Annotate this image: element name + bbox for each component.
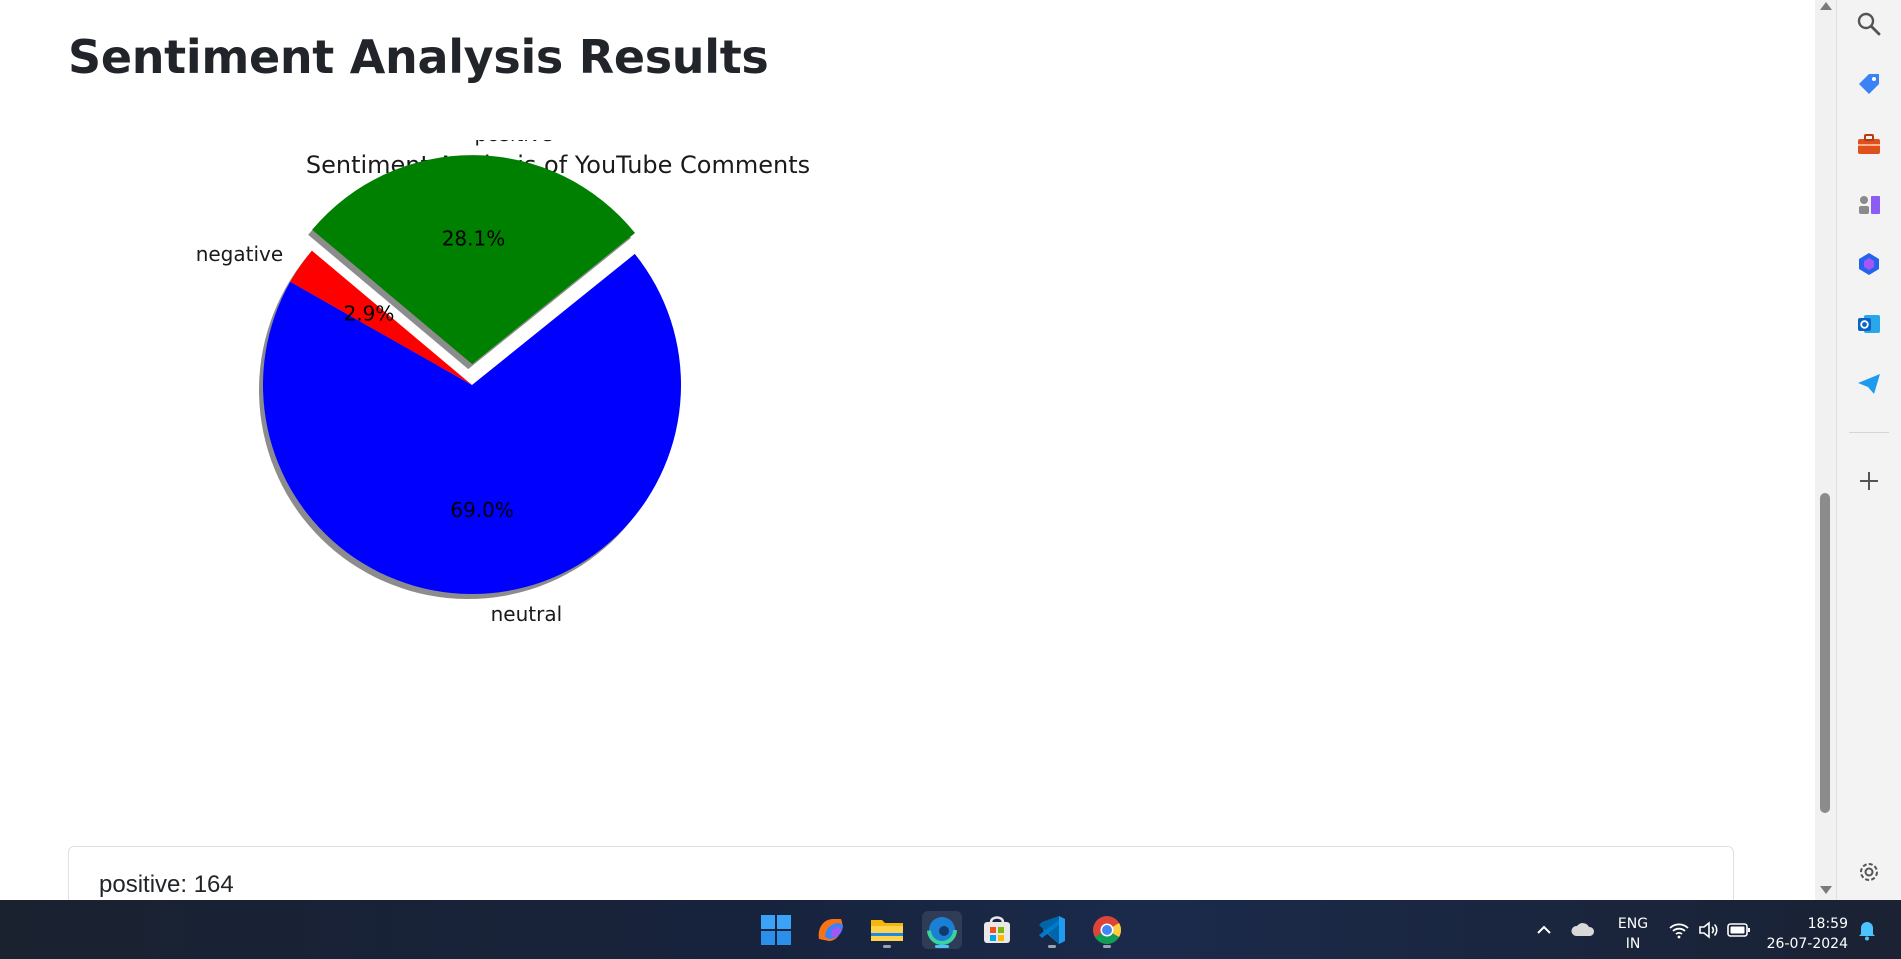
taskbar-edge[interactable] bbox=[922, 911, 962, 949]
add-icon[interactable] bbox=[1855, 467, 1883, 495]
pie-chart-svg: Sentiment Analysis of YouTube Comments n… bbox=[196, 140, 810, 626]
slice-percent-positive: 28.1% bbox=[442, 227, 506, 251]
notification-bell-icon[interactable] bbox=[1857, 919, 1877, 941]
battery-icon[interactable] bbox=[1727, 922, 1751, 938]
scroll-down-arrow-icon[interactable] bbox=[1820, 886, 1832, 894]
edge-logo-icon bbox=[927, 915, 957, 945]
running-indicator bbox=[883, 945, 891, 948]
vertical-scrollbar[interactable] bbox=[1815, 0, 1836, 900]
windows-taskbar bbox=[0, 900, 1901, 959]
copilot-icon[interactable] bbox=[1855, 250, 1883, 278]
region-indicator[interactable]: IN bbox=[1625, 936, 1641, 952]
outlook-icon[interactable] bbox=[1855, 310, 1883, 338]
slice-percent-neutral: 69.0% bbox=[450, 498, 514, 522]
running-indicator bbox=[1103, 945, 1111, 948]
taskbar-microsoft-store[interactable] bbox=[977, 911, 1017, 949]
send-icon[interactable] bbox=[1855, 370, 1883, 398]
positive-count: positive: 164 bbox=[99, 871, 234, 898]
slice-label-neutral: neutral bbox=[491, 602, 563, 626]
chevron-up-icon[interactable] bbox=[1534, 920, 1554, 940]
scrollbar-thumb[interactable] bbox=[1820, 493, 1830, 813]
store-bag-icon bbox=[984, 916, 1010, 943]
clock-time[interactable]: 18:59 bbox=[1807, 916, 1848, 932]
taskbar-chrome[interactable] bbox=[1087, 911, 1127, 949]
folder-icon bbox=[871, 920, 903, 941]
copilot-logo-icon bbox=[818, 919, 843, 941]
wifi-icon[interactable] bbox=[1668, 921, 1690, 939]
windows-logo-icon bbox=[761, 915, 791, 945]
pie-slice-negative bbox=[290, 250, 472, 385]
browser-sidebar bbox=[1836, 0, 1901, 900]
active-indicator bbox=[935, 945, 949, 948]
pie-slice-neutral bbox=[263, 253, 681, 594]
pie-slice-positive bbox=[312, 155, 636, 365]
slice-label-negative: negative bbox=[196, 242, 283, 266]
taskbar-file-explorer[interactable] bbox=[867, 911, 907, 949]
sidebar-divider bbox=[1849, 432, 1889, 433]
vscode-logo-icon bbox=[1039, 916, 1065, 944]
pie-slices: negative 2.9% neutral 69.0% positive 28.1% bbox=[196, 140, 681, 626]
toolbox-icon[interactable] bbox=[1855, 130, 1883, 158]
clock-date[interactable]: 26-07-2024 bbox=[1766, 936, 1848, 952]
sentiment-count-card: positive: 164 bbox=[68, 846, 1734, 900]
tag-icon[interactable] bbox=[1855, 70, 1883, 98]
chess-icon[interactable] bbox=[1855, 190, 1883, 218]
slice-label-positive: positive bbox=[475, 140, 553, 146]
taskbar-copilot[interactable] bbox=[811, 911, 851, 949]
slice-percent-negative: 2.9% bbox=[344, 301, 395, 325]
onedrive-cloud-icon[interactable] bbox=[1570, 920, 1596, 940]
settings-icon[interactable] bbox=[1855, 858, 1883, 886]
chrome-logo-icon bbox=[1093, 916, 1121, 944]
windows-start-button[interactable] bbox=[756, 911, 796, 949]
search-icon[interactable] bbox=[1855, 10, 1883, 38]
language-indicator[interactable]: ENG bbox=[1617, 916, 1649, 932]
sentiment-pie-chart: Sentiment Analysis of YouTube Comments n… bbox=[150, 140, 970, 760]
running-indicator bbox=[1048, 945, 1056, 948]
web-page: Sentiment Analysis Results Sentiment Ana… bbox=[68, 30, 1734, 900]
taskbar-vscode[interactable] bbox=[1032, 911, 1072, 949]
page-heading: Sentiment Analysis Results bbox=[68, 30, 769, 84]
volume-icon[interactable] bbox=[1697, 920, 1719, 940]
scroll-up-arrow-icon[interactable] bbox=[1820, 2, 1832, 10]
